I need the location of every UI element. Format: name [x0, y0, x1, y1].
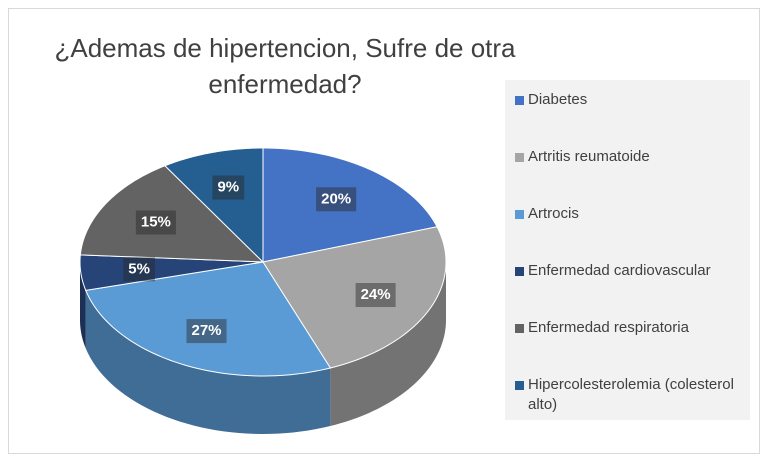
data-label-text: 5%	[128, 260, 150, 277]
data-label-text: 20%	[321, 190, 351, 207]
chart-title: ¿Ademas de hipertencion, Sufre de otra e…	[54, 33, 516, 99]
data-label-text: 24%	[361, 286, 391, 303]
data-label: 9%	[212, 175, 245, 200]
legend-label: Hipercolesterolemia (colesterol alto)	[528, 376, 734, 413]
data-label-text: 9%	[217, 179, 239, 196]
data-label-box	[135, 210, 176, 235]
slice	[85, 261, 332, 377]
legend-item: Enfermedad respiratoria	[515, 318, 747, 338]
legend-item: Artritis reumatoide	[515, 147, 747, 167]
slice-side	[85, 290, 331, 434]
data-label-box	[123, 257, 155, 282]
legend-swatch	[515, 153, 524, 162]
legend-item: Diabetes	[515, 90, 747, 110]
slice	[79, 254, 264, 291]
legend-swatch	[515, 381, 524, 390]
data-label-box	[186, 319, 227, 344]
legend-swatch	[515, 324, 524, 333]
legend-item: Hipercolesterolemia (colesterol alto)	[515, 375, 747, 415]
chart-frame	[8, 8, 760, 454]
legend-label: Artrocis	[528, 205, 579, 222]
legend-label: Diabetes	[528, 91, 588, 108]
legend-swatch	[515, 210, 524, 219]
slice	[79, 165, 265, 263]
data-label: 24%	[355, 283, 396, 308]
data-label: 5%	[123, 257, 155, 282]
data-label-box	[355, 283, 396, 308]
data-label-text: 15%	[141, 214, 171, 231]
legend-swatch	[515, 96, 524, 105]
data-label-box	[212, 175, 245, 200]
slice	[262, 147, 438, 263]
data-label-text: 27%	[191, 322, 221, 339]
data-label: 27%	[186, 319, 227, 344]
legend-item: Enfermedad cardiovascular	[515, 261, 747, 281]
slice-side	[80, 262, 86, 349]
legend-label: Enfermedad cardiovascular	[528, 262, 711, 279]
slice	[262, 226, 447, 369]
data-label: 20%	[316, 187, 357, 212]
data-label-box	[316, 187, 357, 212]
legend-label: Enfermedad respiratoria	[528, 319, 689, 336]
slice	[164, 147, 264, 264]
legend-swatch	[515, 267, 524, 276]
legend-label: Artritis reumatoide	[528, 148, 650, 165]
data-label: 15%	[135, 210, 176, 235]
legend-item: Artrocis	[515, 204, 747, 224]
legend: Diabetes Artritis reumatoide Artrocis Enfer…	[505, 80, 750, 420]
slice-side	[330, 262, 446, 426]
